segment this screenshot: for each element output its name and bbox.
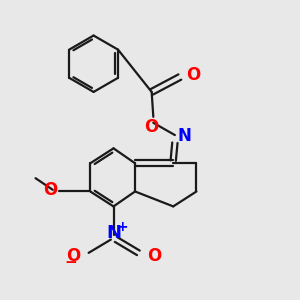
- Text: O: O: [186, 66, 200, 84]
- Text: +: +: [117, 220, 129, 234]
- Text: O: O: [147, 247, 161, 265]
- Text: O: O: [145, 118, 159, 136]
- Text: −: −: [65, 255, 77, 270]
- Text: N: N: [106, 224, 121, 242]
- Text: O: O: [66, 247, 80, 265]
- Text: O: O: [43, 182, 57, 200]
- Text: N: N: [178, 127, 191, 145]
